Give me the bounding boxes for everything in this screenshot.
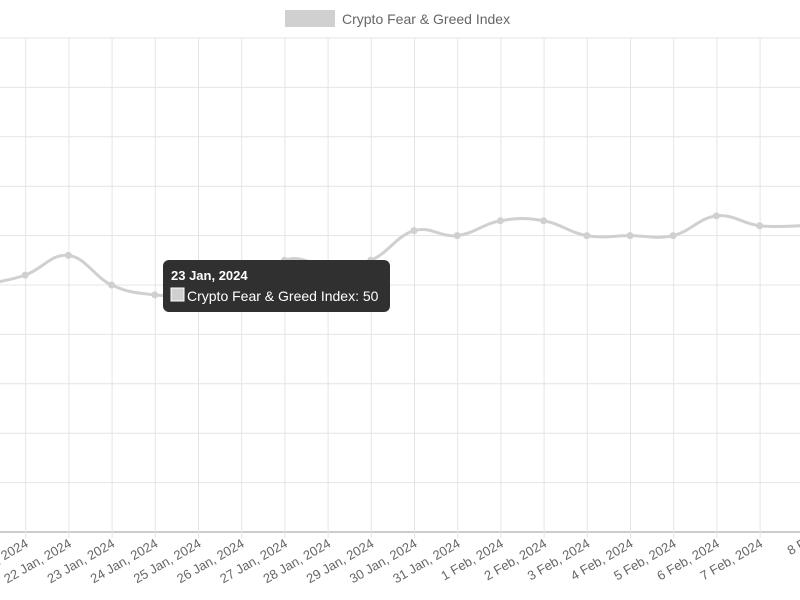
legend-swatch[interactable] bbox=[285, 10, 335, 27]
data-point[interactable] bbox=[453, 232, 461, 240]
data-point[interactable] bbox=[583, 232, 591, 240]
data-point[interactable] bbox=[21, 271, 29, 279]
data-point[interactable] bbox=[756, 222, 764, 230]
data-point[interactable] bbox=[64, 251, 72, 259]
data-point[interactable] bbox=[151, 291, 159, 299]
series-line bbox=[0, 214, 800, 300]
data-point[interactable] bbox=[496, 217, 504, 225]
data-point[interactable] bbox=[712, 212, 720, 220]
tooltip-swatch bbox=[170, 287, 185, 302]
tooltip: 23 Jan, 2024 Crypto Fear & Greed Index: … bbox=[163, 260, 390, 312]
legend-label[interactable]: Crypto Fear & Greed Index bbox=[342, 11, 510, 27]
data-point[interactable] bbox=[669, 232, 677, 240]
tooltip-box bbox=[163, 260, 390, 312]
data-point[interactable] bbox=[540, 217, 548, 225]
data-point[interactable] bbox=[626, 232, 634, 240]
tooltip-title: 23 Jan, 2024 bbox=[171, 268, 248, 283]
tooltip-body: Crypto Fear & Greed Index: 50 bbox=[187, 288, 379, 304]
data-point[interactable] bbox=[108, 281, 116, 289]
data-point[interactable] bbox=[410, 227, 418, 235]
x-tick-label: 8 F bbox=[785, 536, 800, 558]
legend[interactable]: Crypto Fear & Greed Index bbox=[285, 10, 510, 27]
